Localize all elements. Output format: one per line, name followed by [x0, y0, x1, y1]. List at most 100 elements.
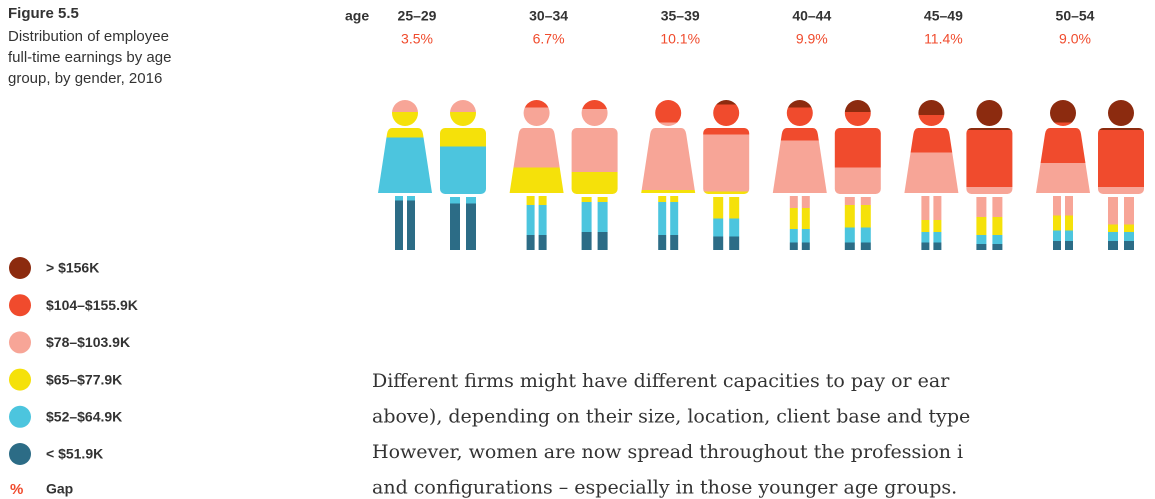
- earnings-band: [1033, 241, 1093, 250]
- earnings-band: [638, 190, 698, 202]
- person-women: [507, 100, 567, 250]
- earnings-band: [828, 168, 888, 206]
- earnings-band: [638, 100, 698, 123]
- gap-value: 10.1%: [660, 31, 700, 47]
- earnings-band: [828, 112, 888, 168]
- earnings-band: [959, 235, 1019, 244]
- earnings-band: [901, 100, 961, 115]
- infographic: Figure 5.5 age % Gap Distribution of emp…: [0, 0, 1155, 499]
- earnings-band: [901, 153, 961, 221]
- earnings-band: [507, 235, 567, 250]
- earnings-band: [433, 204, 493, 251]
- legend-label: $78–$103.9K: [46, 334, 130, 350]
- earnings-band: [1033, 100, 1093, 123]
- earnings-band: [375, 100, 435, 112]
- paragraph-line: above), depending on their size, locatio…: [372, 406, 970, 428]
- age-group: 50–54: [1056, 8, 1095, 24]
- paragraph-line: Different firms might have different cap…: [372, 370, 950, 392]
- gap-value: 11.4%: [924, 31, 963, 47]
- earnings-band: [507, 168, 567, 206]
- figure-number: Figure 5.5: [8, 5, 79, 22]
- earnings-band: [1091, 225, 1151, 233]
- person-men: [1091, 100, 1151, 250]
- earnings-band: [565, 202, 625, 232]
- earnings-band: [828, 243, 888, 251]
- legend-swatch: [9, 294, 31, 316]
- person-women: [1033, 100, 1093, 250]
- earnings-band: [828, 100, 888, 112]
- gap-value: 9.9%: [796, 31, 828, 47]
- earnings-band: [638, 235, 698, 250]
- legend-label: < $51.9K: [46, 446, 103, 462]
- figure-description: Distribution of employee: [8, 28, 169, 45]
- earnings-band: [696, 237, 756, 251]
- earnings-band: [696, 192, 756, 219]
- earnings-band: [770, 229, 830, 243]
- age-group: 45–49: [924, 8, 963, 24]
- earnings-band: [375, 138, 435, 201]
- age-group: 35–39: [661, 8, 700, 24]
- legend-swatch: [9, 443, 31, 465]
- earnings-band: [375, 112, 435, 138]
- earnings-band: [565, 232, 625, 250]
- earnings-band: [770, 208, 830, 229]
- person-women: [638, 100, 698, 250]
- earnings-band: [901, 220, 961, 232]
- earnings-band: [959, 187, 1019, 217]
- earnings-band: [1091, 232, 1151, 241]
- figure-description: group, by gender, 2016: [8, 70, 162, 87]
- earnings-band: [770, 243, 830, 251]
- legend-swatch: [9, 369, 31, 391]
- legend-label: $104–$155.9K: [46, 297, 138, 313]
- earnings-band: [828, 205, 888, 228]
- earnings-band: [959, 100, 1019, 130]
- person-men: [696, 100, 756, 250]
- earnings-band: [959, 244, 1019, 250]
- person-men: [959, 100, 1019, 250]
- gap-value: 6.7%: [533, 31, 565, 47]
- earnings-band: [901, 232, 961, 243]
- earnings-band: [696, 105, 756, 135]
- earnings-band: [1033, 123, 1093, 164]
- gap-value: 9.0%: [1059, 31, 1091, 47]
- gap-value: 3.5%: [401, 31, 433, 47]
- earnings-band: [1091, 241, 1151, 250]
- legend-label: > $156K: [46, 260, 99, 276]
- earnings-band: [1033, 163, 1093, 216]
- earnings-band: [1091, 100, 1151, 130]
- legend-swatch: [9, 406, 31, 428]
- person-men: [828, 100, 888, 250]
- age-group: 30–34: [529, 8, 568, 24]
- gap-label: Gap: [46, 481, 73, 497]
- earnings-band: [959, 217, 1019, 235]
- earnings-band: [638, 202, 698, 235]
- earnings-band: [696, 100, 756, 105]
- earnings-band: [565, 109, 625, 172]
- earnings-band: [770, 108, 830, 141]
- earnings-band: [433, 100, 493, 112]
- age-group: 25–29: [398, 8, 437, 24]
- paragraph-line: and configurations – especially in those…: [372, 477, 957, 499]
- earnings-band: [565, 172, 625, 202]
- earnings-band: [696, 135, 756, 192]
- earnings-band: [828, 228, 888, 243]
- earnings-band: [959, 130, 1019, 187]
- earnings-band: [696, 219, 756, 237]
- axis-label: age: [345, 8, 369, 24]
- earnings-band: [1033, 216, 1093, 231]
- earnings-band: [375, 201, 435, 251]
- earnings-band: [507, 108, 567, 168]
- earnings-band: [433, 147, 493, 204]
- earnings-band: [901, 115, 961, 153]
- earnings-band: [565, 100, 625, 109]
- earnings-band: [638, 123, 698, 191]
- earnings-band: [901, 243, 961, 251]
- gap-symbol: %: [10, 481, 23, 498]
- person-women: [901, 100, 961, 250]
- earnings-band: [770, 100, 830, 108]
- legend-label: $52–$64.9K: [46, 409, 122, 425]
- legend-swatch: [9, 331, 31, 353]
- person-men: [565, 100, 625, 250]
- earnings-band: [1033, 231, 1093, 242]
- earnings-band: [433, 112, 493, 147]
